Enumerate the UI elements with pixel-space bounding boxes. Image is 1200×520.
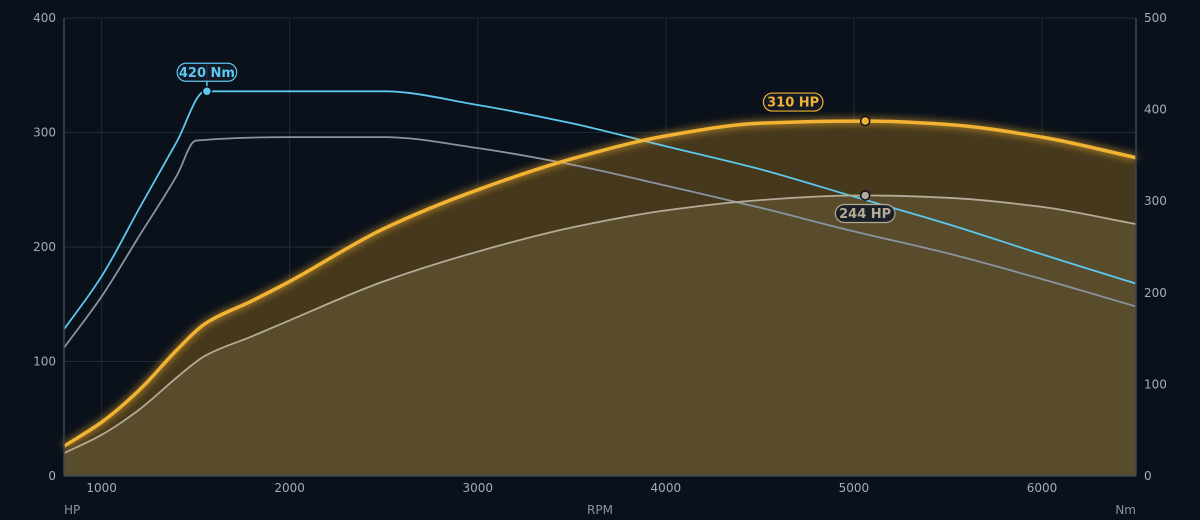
annotation-pill xyxy=(176,62,238,82)
y-right-tick-label: 400 xyxy=(1144,103,1167,117)
x-tick-label: 6000 xyxy=(1027,481,1058,495)
y-left-tick-label: 300 xyxy=(33,126,56,140)
y-left-tick-label: 400 xyxy=(33,11,56,25)
y-left-tick-label: 200 xyxy=(33,240,56,254)
annotation-marker xyxy=(201,86,213,97)
x-tick-label: 2000 xyxy=(274,481,305,495)
y-right-tick-label: 200 xyxy=(1144,286,1167,300)
y-right-tick-label: 500 xyxy=(1144,11,1167,25)
x-tick-label: 5000 xyxy=(839,481,870,495)
x-tick-label: 3000 xyxy=(462,481,493,495)
line-stock-power xyxy=(63,194,1137,454)
x-tick-label: 1000 xyxy=(86,481,117,495)
y-left-tick-label: 0 xyxy=(48,469,56,483)
y-left-tick-label: 100 xyxy=(33,355,56,369)
annotation-pill xyxy=(762,92,824,112)
y-right-tick-label: 100 xyxy=(1144,377,1167,391)
x-axis-label: RPM xyxy=(587,503,613,517)
y-left-axis-label: HP xyxy=(64,503,80,517)
y-right-tick-label: 0 xyxy=(1144,469,1152,483)
y-right-axis-label: Nm xyxy=(1115,503,1136,517)
y-right-tick-label: 300 xyxy=(1144,194,1167,208)
annotation-pill xyxy=(834,203,896,224)
annotation-marker xyxy=(859,190,871,201)
annotation-label: 420 Nm xyxy=(179,66,235,81)
line-stock-torque xyxy=(63,136,1137,349)
annotation-label: 310 HP xyxy=(767,96,819,111)
x-tick-label: 4000 xyxy=(651,481,682,495)
line-tuned-torque xyxy=(63,90,1137,330)
line-tuned-power xyxy=(63,119,1137,448)
annotation-marker xyxy=(859,115,871,127)
annotation-label: 244 HP xyxy=(839,207,891,222)
area-stock-power xyxy=(64,195,1136,476)
